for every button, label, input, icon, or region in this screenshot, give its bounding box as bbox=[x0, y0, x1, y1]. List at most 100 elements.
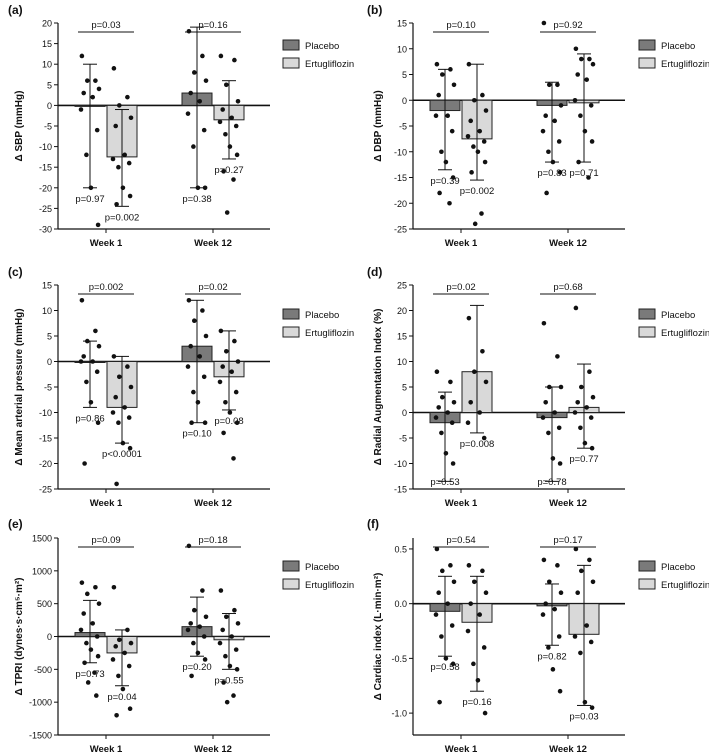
data-point bbox=[572, 97, 578, 103]
pairwise-p-value: p=0.02 bbox=[198, 282, 227, 293]
data-point bbox=[235, 621, 241, 626]
data-point bbox=[575, 72, 580, 77]
data-point bbox=[477, 612, 483, 617]
data-point bbox=[433, 612, 439, 617]
data-point bbox=[578, 650, 583, 656]
within-p-value: p=0.83 bbox=[537, 168, 566, 179]
data-point bbox=[483, 379, 489, 385]
data-point bbox=[543, 400, 548, 405]
data-point bbox=[114, 481, 119, 487]
data-point bbox=[550, 159, 556, 165]
y-tick-label: 15 bbox=[397, 19, 407, 29]
data-point bbox=[126, 160, 132, 166]
data-point bbox=[221, 169, 226, 174]
within-p-value: p=0.73 bbox=[75, 669, 104, 680]
data-point bbox=[541, 320, 547, 326]
data-point bbox=[233, 123, 239, 129]
data-point bbox=[88, 185, 94, 191]
data-point bbox=[94, 693, 99, 698]
within-p-value: p=0.71 bbox=[569, 168, 598, 179]
y-tick-label: 0 bbox=[402, 96, 407, 106]
legend-label-placebo: Placebo bbox=[661, 41, 695, 52]
y-tick-label: -1.0 bbox=[391, 709, 407, 719]
x-tick-label: Week 12 bbox=[194, 744, 232, 754]
y-tick-label: -500 bbox=[34, 665, 52, 675]
pairwise-p-value: p=0.92 bbox=[553, 20, 582, 31]
data-point bbox=[480, 568, 485, 574]
data-point bbox=[85, 338, 90, 344]
data-point bbox=[93, 328, 98, 334]
y-axis-label: Δ TPRI (dynes·s·cm⁵·m²) bbox=[14, 577, 25, 695]
data-point bbox=[481, 645, 487, 650]
pairwise-p-value: p=0.09 bbox=[91, 535, 120, 546]
data-point bbox=[576, 159, 581, 165]
data-point bbox=[483, 590, 489, 596]
data-point bbox=[201, 374, 207, 380]
data-point bbox=[468, 400, 474, 405]
data-point bbox=[84, 379, 89, 385]
data-point bbox=[480, 92, 485, 98]
pairwise-p-value: p=0.17 bbox=[553, 535, 582, 546]
data-point bbox=[191, 640, 196, 646]
data-point bbox=[482, 159, 488, 165]
legend-swatch-placebo bbox=[638, 39, 656, 51]
y-axis-label: Δ Cardiac index (L·min·m²) bbox=[373, 573, 384, 701]
data-point bbox=[186, 28, 192, 34]
pairwise-p-value: p=0.02 bbox=[446, 282, 475, 293]
data-point bbox=[81, 90, 86, 96]
data-point bbox=[547, 384, 552, 390]
y-tick-label: -0.5 bbox=[391, 654, 407, 664]
data-point bbox=[126, 663, 132, 669]
data-point bbox=[436, 92, 442, 98]
data-point bbox=[589, 445, 595, 451]
x-tick-label: Week 1 bbox=[90, 498, 123, 509]
data-point bbox=[443, 451, 449, 456]
data-point bbox=[220, 627, 225, 633]
data-point bbox=[465, 628, 471, 634]
within-p-value: p=0.53 bbox=[430, 477, 459, 488]
y-axis-label: Δ SBP (mmHg) bbox=[14, 91, 25, 162]
y-tick-label: 10 bbox=[42, 306, 52, 316]
within-p-value: p=0.78 bbox=[537, 477, 566, 488]
y-tick-label: -1000 bbox=[29, 698, 52, 708]
data-point bbox=[185, 111, 191, 116]
data-point bbox=[186, 298, 192, 303]
data-point bbox=[590, 61, 596, 67]
y-tick-label: -5 bbox=[399, 122, 407, 132]
within-p-value: p<0.0001 bbox=[102, 449, 142, 460]
data-point bbox=[440, 72, 445, 77]
y-tick-label: -25 bbox=[394, 225, 407, 235]
data-point bbox=[79, 53, 85, 59]
x-tick-label: Week 1 bbox=[90, 238, 123, 249]
data-point bbox=[84, 152, 89, 158]
data-point bbox=[233, 389, 239, 395]
legend-swatch-ertugliflozin bbox=[638, 326, 656, 338]
legend: Placebo Ertugliflozin bbox=[282, 308, 354, 339]
chart-panel-3: (c) 15 10 5 0 -5 -10 -15 -20 -25 Δ Mean arterial p… bbox=[8, 265, 354, 509]
y-tick-label: -15 bbox=[39, 434, 52, 444]
data-point bbox=[189, 420, 194, 426]
data-point bbox=[234, 667, 240, 672]
data-point bbox=[573, 546, 579, 552]
data-point bbox=[481, 139, 487, 144]
data-point bbox=[550, 667, 556, 672]
data-point bbox=[188, 621, 193, 626]
data-point bbox=[556, 634, 562, 639]
y-tick-label: -25 bbox=[39, 485, 52, 495]
chart-panel-6: (f) 0.5 0.0 -0.5 -1.0 Δ Cardiac index (L·min·… bbox=[367, 517, 709, 754]
data-point bbox=[550, 456, 556, 461]
data-point bbox=[544, 190, 549, 196]
data-point bbox=[127, 193, 133, 199]
data-point bbox=[540, 415, 546, 420]
data-point bbox=[547, 82, 552, 88]
legend-swatch-placebo bbox=[282, 560, 300, 572]
data-point bbox=[122, 650, 127, 656]
legend-label-ertugliflozin: Ertugliflozin bbox=[305, 328, 354, 339]
data-point bbox=[92, 670, 97, 675]
within-p-value: p=0.008 bbox=[460, 439, 495, 450]
data-point bbox=[472, 579, 477, 585]
data-point bbox=[558, 384, 564, 390]
data-point bbox=[231, 177, 236, 182]
data-point bbox=[125, 94, 130, 100]
data-point bbox=[555, 354, 560, 359]
